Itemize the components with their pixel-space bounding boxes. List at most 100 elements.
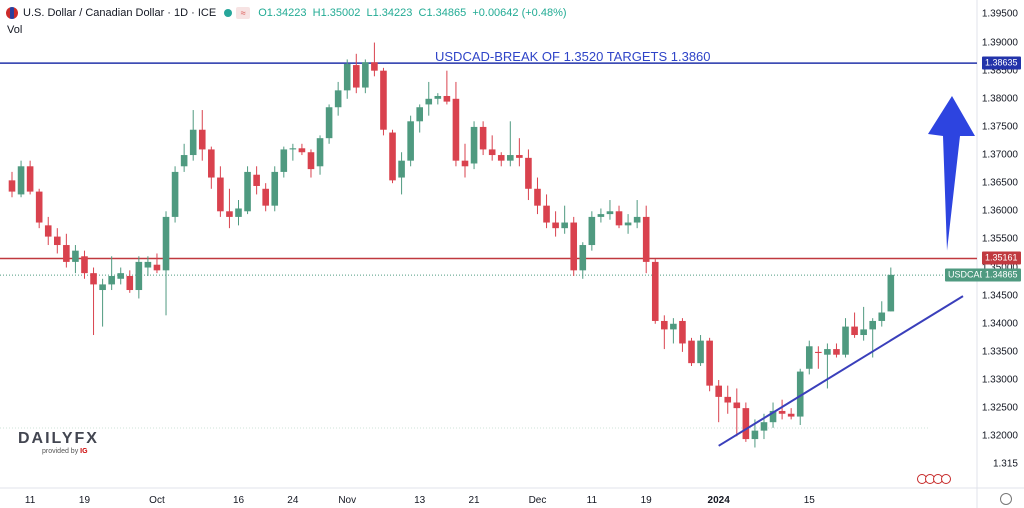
candle-body bbox=[325, 107, 333, 139]
candle-body bbox=[597, 214, 605, 217]
close-value: C1.34865 bbox=[418, 7, 467, 19]
support-trendline bbox=[718, 295, 964, 447]
compare-icon[interactable]: ≈ bbox=[236, 7, 251, 19]
symbol-title[interactable]: U.S. Dollar / Canadian Dollar · 1D · ICE bbox=[23, 7, 217, 19]
y-tick-label: 1.34500 bbox=[981, 290, 1018, 302]
candle-body bbox=[180, 155, 188, 167]
x-tick-label: 19 bbox=[640, 495, 652, 506]
candle-body bbox=[516, 155, 523, 158]
candle-body bbox=[35, 191, 43, 223]
candle-body bbox=[389, 132, 396, 181]
candle-body bbox=[733, 402, 741, 409]
ohlc-values: O1.34223 H1.35002 L1.34223 C1.34865 +0.0… bbox=[258, 7, 566, 19]
candle-body bbox=[878, 312, 886, 321]
y-tick-label: 1.35500 bbox=[981, 233, 1018, 245]
volume-label[interactable]: Vol bbox=[7, 24, 23, 36]
y-tick-label: 1.39000 bbox=[981, 37, 1018, 49]
x-tick-label: 16 bbox=[232, 495, 245, 506]
provided-by-text: provided by bbox=[42, 448, 79, 455]
y-tick-label: 1.34000 bbox=[981, 318, 1018, 330]
candle-body bbox=[679, 320, 686, 344]
candle-body bbox=[606, 211, 614, 215]
candle-body bbox=[860, 329, 867, 336]
y-tick-label: 1.32000 bbox=[981, 430, 1018, 442]
candle-body bbox=[371, 62, 378, 71]
gear-icon[interactable] bbox=[1000, 493, 1012, 505]
x-tick-label: 11 bbox=[586, 495, 598, 506]
candle-body bbox=[742, 408, 750, 440]
dailyfx-brand: DAILYFX bbox=[18, 430, 99, 447]
candle-body bbox=[425, 98, 433, 105]
candle-body bbox=[398, 160, 405, 178]
x-tick-label: Dec bbox=[528, 495, 547, 506]
y-tick-label: 1.37500 bbox=[981, 121, 1018, 133]
candle-body bbox=[815, 351, 822, 354]
candle-body bbox=[715, 385, 722, 397]
candle-body bbox=[171, 171, 179, 217]
change-value: +0.00642 (+0.48%) bbox=[472, 7, 567, 19]
candle-body bbox=[298, 148, 306, 153]
chart-annotation: USDCAD-BREAK OF 1.3520 TARGETS 1.3860 bbox=[435, 49, 711, 64]
candle-body bbox=[842, 326, 849, 355]
market-status-icon[interactable] bbox=[224, 9, 233, 17]
candle-body bbox=[851, 326, 858, 336]
economic-events[interactable] bbox=[917, 474, 951, 484]
candle-body bbox=[479, 126, 487, 150]
y-tick-label: 1.35000 bbox=[981, 262, 1018, 274]
low-value: L1.34223 bbox=[366, 7, 413, 19]
candle-body bbox=[633, 216, 641, 223]
high-value: H1.35002 bbox=[312, 7, 361, 19]
candle-body bbox=[54, 236, 61, 246]
candle-body bbox=[162, 216, 170, 271]
candle-body bbox=[343, 63, 351, 91]
candle-body bbox=[642, 216, 650, 262]
candle-body bbox=[81, 256, 88, 274]
candle-body bbox=[751, 430, 759, 440]
candle-body bbox=[198, 129, 206, 150]
candle-body bbox=[887, 274, 895, 312]
candle-body bbox=[443, 95, 451, 102]
candle-body bbox=[534, 188, 541, 206]
us-canada-flag-icon bbox=[6, 7, 18, 19]
candle-body bbox=[461, 160, 469, 167]
candle-body bbox=[17, 166, 25, 195]
candle-body bbox=[706, 340, 713, 386]
x-tick-label: 21 bbox=[468, 495, 480, 506]
upward-target-arrow bbox=[928, 95, 975, 251]
candle-body bbox=[63, 245, 70, 262]
candle-body bbox=[208, 149, 215, 178]
candle-body bbox=[760, 422, 768, 431]
candle-body bbox=[135, 261, 143, 291]
dailyfx-logo: DAILYFX provided by IG bbox=[18, 430, 99, 455]
last-price-value-tag: 1.34865 bbox=[982, 268, 1021, 282]
candle-body bbox=[72, 250, 79, 262]
candle-body bbox=[407, 121, 414, 161]
y-tick-label: 1.38000 bbox=[981, 93, 1018, 105]
candle-body bbox=[651, 261, 659, 321]
open-value: O1.34223 bbox=[258, 7, 307, 19]
candle-body bbox=[90, 273, 97, 285]
candle-body bbox=[117, 273, 125, 279]
candle-body bbox=[488, 149, 496, 156]
candle-body bbox=[615, 211, 623, 226]
candle-body bbox=[570, 222, 578, 271]
candle-body bbox=[217, 177, 224, 212]
candle-body bbox=[262, 188, 269, 206]
candle-body bbox=[380, 70, 387, 130]
candle-body bbox=[624, 222, 632, 226]
chart-legend: U.S. Dollar / Canadian Dollar · 1D · ICE… bbox=[6, 4, 567, 22]
candle-body bbox=[244, 171, 251, 212]
event-flag-icon[interactable] bbox=[941, 474, 951, 484]
candle-body bbox=[497, 155, 505, 161]
x-tick-label: 15 bbox=[803, 495, 815, 506]
x-tick-label: Oct bbox=[149, 495, 165, 506]
candle-body bbox=[869, 320, 876, 330]
candle-body bbox=[189, 129, 197, 156]
candle-body bbox=[470, 126, 478, 164]
y-tick-label: 1.36000 bbox=[981, 205, 1018, 217]
candle-body bbox=[724, 396, 732, 403]
candle-body bbox=[661, 320, 668, 330]
y-tick-label: 1.36500 bbox=[981, 177, 1018, 189]
candle-body bbox=[525, 157, 532, 189]
